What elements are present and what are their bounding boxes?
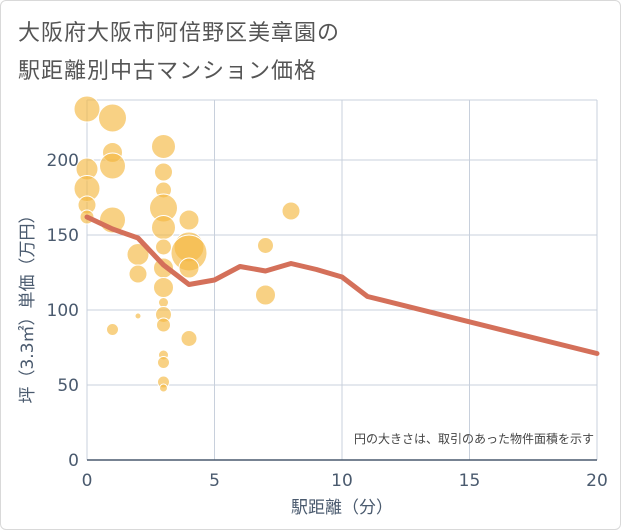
- bubble-point: [151, 215, 176, 240]
- y-tick-label: 200: [47, 151, 79, 171]
- bubble-point: [106, 323, 119, 336]
- bubble-point: [151, 134, 176, 159]
- bubble-point: [281, 201, 301, 221]
- y-axis-title: 坪（3.3㎡）単価（万円）: [18, 206, 38, 403]
- x-tick-label: 15: [459, 471, 481, 491]
- bubble-point: [180, 330, 198, 347]
- bubble-point: [134, 312, 142, 320]
- bubble-size-note: 円の大きさは、取引のあった物件面積を示す: [354, 431, 594, 446]
- bubble-point: [73, 95, 101, 123]
- chart-title-line-1: 大阪府大阪市阿倍野区美章園の: [18, 21, 341, 46]
- x-tick-label: 0: [82, 471, 93, 491]
- bubble-point: [99, 152, 126, 180]
- x-tick-label: 10: [331, 471, 353, 491]
- bubble-point: [255, 284, 276, 306]
- bubble-point: [128, 264, 148, 284]
- bubble-point: [178, 209, 200, 231]
- bubble-point: [98, 103, 127, 133]
- x-tick-label: 20: [586, 471, 608, 491]
- y-tick-label: 150: [47, 226, 79, 246]
- bubble-point: [153, 277, 174, 298]
- y-tick-label: 100: [47, 301, 79, 321]
- bubble-point: [159, 383, 168, 393]
- y-tick-label: 50: [57, 376, 79, 396]
- bubble-point: [156, 317, 171, 333]
- x-axis-title: 駅距離（分）: [291, 498, 393, 518]
- x-tick-label: 5: [209, 471, 220, 491]
- trend-line: [84, 214, 600, 356]
- chart-title-line-2: 駅距離別中古マンション価格: [18, 59, 318, 84]
- y-tick-label: 0: [68, 451, 79, 471]
- bubble-point: [257, 237, 274, 254]
- bubble-point: [178, 257, 200, 279]
- bubble-point: [157, 356, 170, 369]
- bubble-point: [155, 238, 172, 256]
- bubble-point: [154, 162, 173, 182]
- bubbles: [73, 95, 301, 393]
